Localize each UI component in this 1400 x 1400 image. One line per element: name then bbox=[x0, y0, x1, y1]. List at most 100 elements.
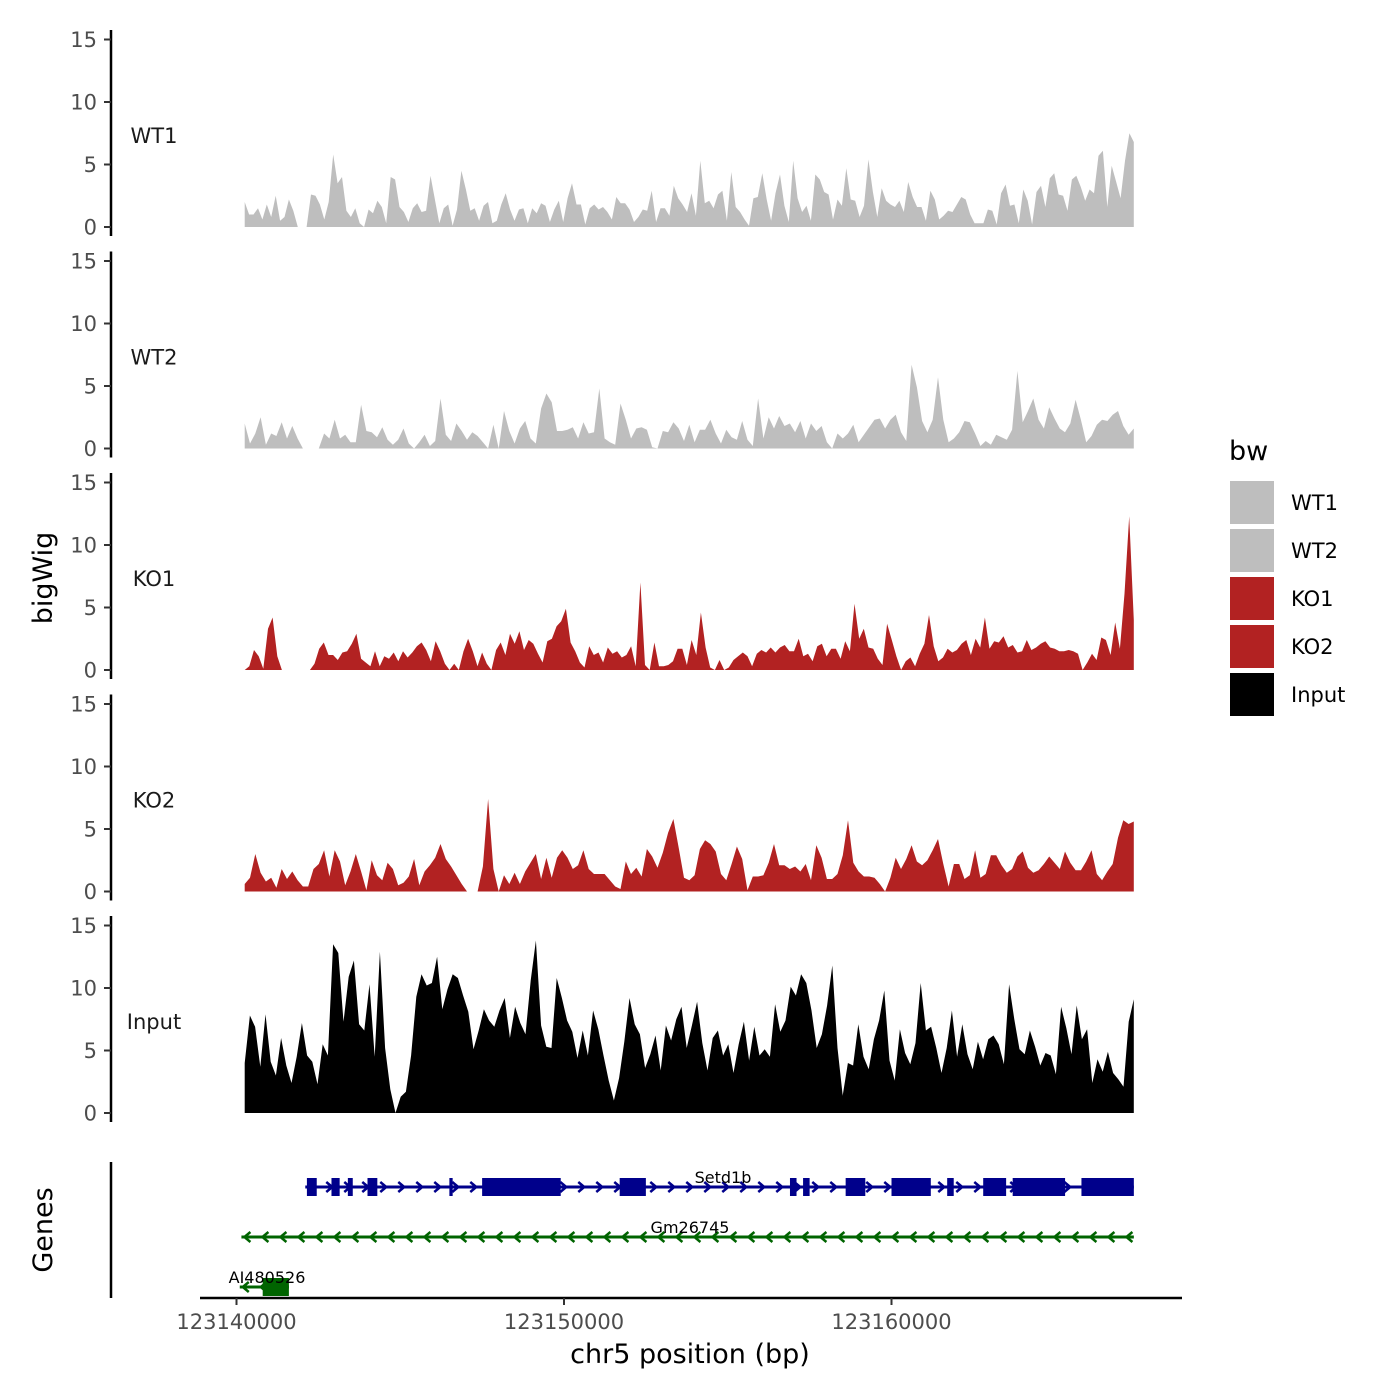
signal-area-input bbox=[244, 940, 1134, 1113]
y-tick-label: 0 bbox=[84, 216, 97, 240]
exon bbox=[1012, 1178, 1066, 1196]
y-tick-label: 15 bbox=[70, 471, 97, 495]
strand-chevron bbox=[595, 1181, 605, 1193]
gene-label-ai480526: AI480526 bbox=[229, 1268, 306, 1287]
y-tick-label: 10 bbox=[70, 755, 97, 779]
strand-chevron bbox=[962, 1231, 972, 1243]
legend-label-input: Input bbox=[1291, 683, 1345, 707]
strand-chevron bbox=[692, 1231, 702, 1243]
strand-chevron bbox=[1106, 1231, 1116, 1243]
strand-chevron bbox=[433, 1181, 443, 1193]
strand-chevron bbox=[926, 1231, 936, 1243]
strand-chevron bbox=[1088, 1231, 1098, 1243]
signal-tracks: 0 5 10 15 WT1 0 5 10 15 WT2 0 5 10 15 KO1 0 5 10 15 KO2 0 5 10… bbox=[70, 28, 1134, 1126]
strand-chevron bbox=[746, 1231, 756, 1243]
track-label-wt2: WT2 bbox=[131, 346, 178, 370]
legend-label-wt2: WT2 bbox=[1291, 539, 1338, 563]
y-tick-label: 0 bbox=[84, 880, 97, 904]
strand-chevron bbox=[415, 1181, 425, 1193]
strand-chevron bbox=[240, 1281, 250, 1293]
strand-chevron bbox=[566, 1231, 576, 1243]
legend-label-ko1: KO1 bbox=[1291, 587, 1334, 611]
y-tick-label: 5 bbox=[84, 153, 97, 177]
strand-chevron bbox=[710, 1231, 720, 1243]
strand-chevron bbox=[379, 1181, 389, 1193]
exon bbox=[449, 1178, 453, 1196]
track-label-ko2: KO2 bbox=[133, 789, 176, 813]
strand-chevron bbox=[548, 1231, 558, 1243]
gene-label-gm26745: Gm26745 bbox=[651, 1218, 730, 1237]
signal-area-ko1 bbox=[244, 516, 1134, 670]
strand-chevron bbox=[703, 1181, 713, 1193]
strand-chevron bbox=[278, 1231, 288, 1243]
strand-chevron bbox=[577, 1181, 587, 1193]
strand-chevron bbox=[350, 1231, 360, 1243]
y-tick-label: 0 bbox=[84, 659, 97, 683]
exon bbox=[619, 1178, 646, 1196]
strand-chevron bbox=[944, 1231, 954, 1243]
x-tick-label: 123150000 bbox=[504, 1310, 624, 1334]
strand-chevron bbox=[1052, 1231, 1062, 1243]
strand-chevron bbox=[980, 1231, 990, 1243]
gene-label-setd1b: Setd1b bbox=[695, 1168, 752, 1187]
track-wt2: 0 5 10 15 WT2 bbox=[70, 250, 1134, 461]
gene-setd1b bbox=[305, 1178, 1134, 1196]
exon bbox=[306, 1178, 317, 1196]
strand-chevron bbox=[1016, 1231, 1026, 1243]
strand-chevron bbox=[584, 1231, 594, 1243]
legend: bw WT1 WT2 KO1 KO2 Input bbox=[1229, 436, 1345, 716]
strand-chevron bbox=[739, 1181, 749, 1193]
track-wt1: 0 5 10 15 WT1 bbox=[70, 28, 1134, 240]
gene-ai480526 bbox=[239, 1278, 289, 1296]
legend-key-input bbox=[1230, 673, 1274, 716]
signal-area-ko2 bbox=[244, 799, 1134, 892]
strand-chevron bbox=[638, 1231, 648, 1243]
strand-chevron bbox=[422, 1231, 432, 1243]
exon bbox=[331, 1178, 340, 1196]
strand-chevron bbox=[728, 1231, 738, 1243]
exon bbox=[482, 1178, 561, 1196]
y-tick-label: 10 bbox=[70, 91, 97, 115]
strand-chevron bbox=[908, 1231, 918, 1243]
strand-chevron bbox=[998, 1231, 1008, 1243]
strand-chevron bbox=[512, 1231, 522, 1243]
y-tick-label: 15 bbox=[70, 693, 97, 717]
y-tick-label: 10 bbox=[70, 312, 97, 336]
track-label-wt1: WT1 bbox=[131, 124, 178, 148]
track-input: 0 5 10 15 Input bbox=[70, 914, 1134, 1126]
track-label-ko1: KO1 bbox=[133, 567, 176, 591]
strand-chevron bbox=[854, 1231, 864, 1243]
strand-chevron bbox=[955, 1181, 965, 1193]
exon bbox=[803, 1178, 810, 1196]
genes-axis-title: Genes bbox=[28, 1187, 59, 1272]
strand-chevron bbox=[973, 1181, 983, 1193]
strand-chevron bbox=[332, 1231, 342, 1243]
legend-key-wt1 bbox=[1230, 481, 1274, 524]
strand-chevron bbox=[667, 1181, 677, 1193]
strand-chevron bbox=[386, 1231, 396, 1243]
gene-track: Setd1b Gm26745 AI480526 bbox=[109, 1162, 1134, 1298]
exon bbox=[1081, 1178, 1134, 1196]
strand-chevron bbox=[404, 1231, 414, 1243]
strand-chevron bbox=[451, 1181, 461, 1193]
strand-chevron bbox=[1070, 1231, 1080, 1243]
track-ko1: 0 5 10 15 KO1 bbox=[70, 471, 1134, 683]
strand-chevron bbox=[721, 1181, 731, 1193]
legend-label-ko2: KO2 bbox=[1291, 635, 1334, 659]
strand-chevron bbox=[476, 1231, 486, 1243]
strand-chevron bbox=[872, 1231, 882, 1243]
exon bbox=[845, 1178, 866, 1196]
strand-chevron bbox=[494, 1231, 504, 1243]
strand-chevron bbox=[530, 1231, 540, 1243]
legend-key-ko1 bbox=[1230, 577, 1274, 620]
signal-area-wt2 bbox=[244, 364, 1134, 449]
strand-chevron bbox=[649, 1181, 659, 1193]
track-label-input: Input bbox=[127, 1010, 181, 1034]
strand-chevron bbox=[559, 1181, 569, 1193]
exon bbox=[891, 1178, 931, 1196]
strand-chevron bbox=[775, 1181, 785, 1193]
y-tick-label: 0 bbox=[84, 1102, 97, 1126]
y-tick-label: 15 bbox=[70, 250, 97, 274]
strand-chevron bbox=[242, 1231, 252, 1243]
strand-chevron bbox=[782, 1231, 792, 1243]
